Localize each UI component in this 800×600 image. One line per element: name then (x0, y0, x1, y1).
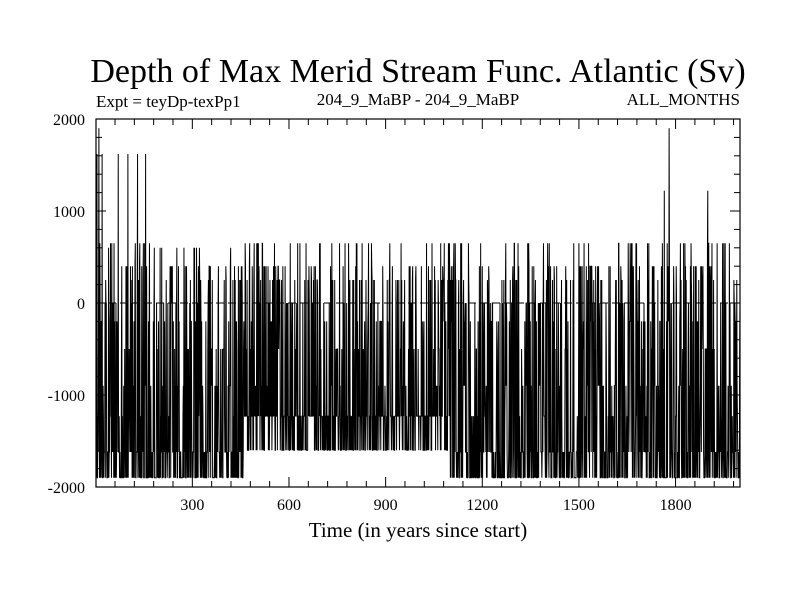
x-tick-label: 600 (277, 497, 301, 514)
x-tick-label: 300 (180, 497, 204, 514)
plot-frame (95, 118, 741, 488)
chart-title: Depth of Max Merid Stream Func. Atlantic… (90, 53, 745, 90)
y-tick-label: 0 (77, 296, 85, 313)
series-line (95, 128, 741, 479)
x-tick-label: 900 (374, 497, 398, 514)
data-layer (95, 128, 741, 479)
x-tick-label: 1500 (563, 497, 595, 514)
period-label: 204_9_MaBP - 204_9_MaBP (317, 90, 519, 109)
y-tick-label: -2000 (48, 480, 85, 497)
x-tick-label: 1200 (466, 497, 498, 514)
y-tick-label: 2000 (53, 112, 85, 129)
x-axis-label: Time (in years since start) (309, 518, 528, 542)
experiment-label: Expt = teyDp-texPp1 (96, 92, 241, 111)
axis-layer (96, 118, 740, 488)
y-tick-label: 1000 (53, 204, 85, 221)
x-tick-label: 1800 (660, 497, 692, 514)
tick-label-layer: 300 600 900 1200 1500 1800 -2000 -1000 0 1000 2000 (48, 112, 692, 514)
months-label: ALL_MONTHS (627, 90, 740, 109)
y-tick-label: -1000 (48, 388, 85, 405)
